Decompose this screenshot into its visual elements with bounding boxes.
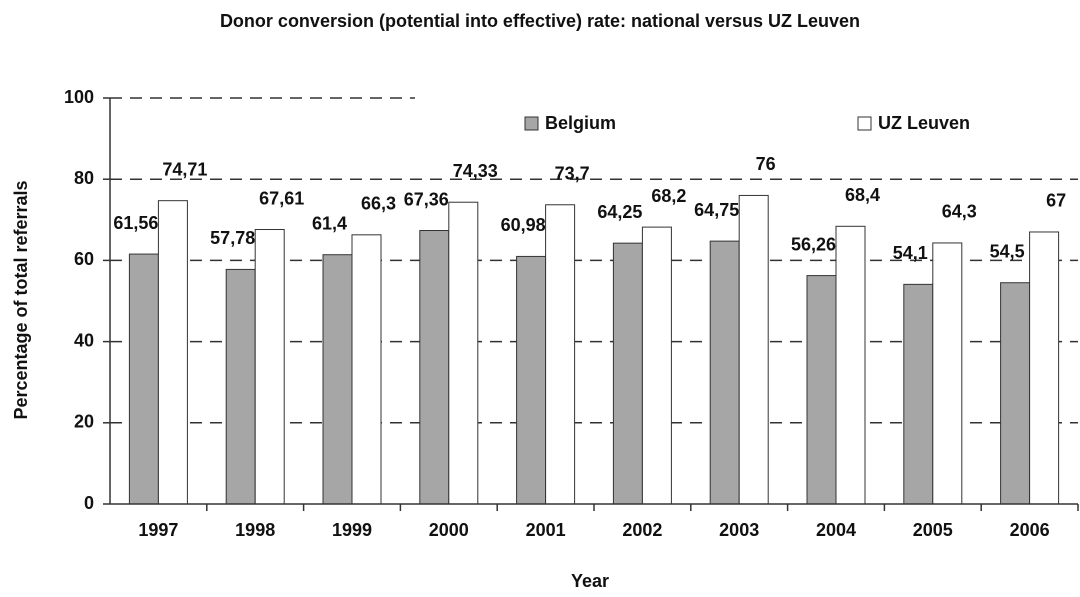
x-tick-label: 2003 [719,520,759,540]
bar [322,254,353,505]
data-label: 68,2 [651,186,686,206]
bar [225,268,256,505]
bar [932,242,963,505]
y-tick-label: 40 [74,330,94,350]
legend-label: UZ Leuven [878,113,970,133]
x-axis-label: Year [571,571,609,591]
bar [254,229,285,505]
data-label: 66,3 [361,194,396,214]
chart-title: Donor conversion (potential into effecti… [220,11,860,31]
x-tick-label: 1998 [235,520,275,540]
bar [709,240,740,505]
legend-swatch [857,116,872,131]
data-label: 64,3 [942,202,977,222]
data-label: 67 [1046,191,1066,211]
bar [419,230,450,505]
bar [448,201,479,505]
data-label: 56,26 [791,234,836,254]
x-tick-label: 2001 [526,520,566,540]
bar [545,204,576,505]
data-label: 60,98 [501,215,546,235]
x-tick-label: 2000 [429,520,469,540]
bar [128,253,159,505]
data-label: 64,75 [694,200,739,220]
bar [806,275,837,505]
data-label: 68,4 [845,185,880,205]
x-tick-label: 1997 [138,520,178,540]
data-label: 57,78 [210,228,255,248]
x-tick-label: 2004 [816,520,856,540]
data-label: 67,61 [259,188,304,208]
data-label: 61,56 [113,213,158,233]
data-label: 61,4 [312,213,347,233]
bar [516,255,547,505]
legend-swatch [524,116,539,131]
bar [835,225,866,505]
bar [641,226,672,505]
y-tick-label: 100 [64,87,94,107]
legend-label: Belgium [545,113,616,133]
x-tick-label: 2006 [1010,520,1050,540]
legend-background [415,88,1078,136]
data-label: 54,1 [893,243,928,263]
data-label: 73,7 [555,164,590,184]
y-tick-label: 60 [74,249,94,269]
bar [1000,282,1031,505]
data-label: 76 [756,154,776,174]
y-tick-label: 20 [74,412,94,432]
x-tick-label: 1999 [332,520,372,540]
data-label: 74,33 [453,161,498,181]
bar [351,234,382,505]
data-label: 67,36 [404,189,449,209]
bar [157,200,188,505]
bar [738,194,769,505]
data-label: 54,5 [990,241,1025,261]
data-label: 64,25 [597,202,642,222]
bar [1029,231,1060,505]
y-tick-label: 80 [74,168,94,188]
bar [903,283,934,505]
y-tick-label: 0 [84,493,94,513]
y-axis-label: Percentage of total referrals [11,180,31,419]
bar [612,242,643,505]
x-tick-label: 2005 [913,520,953,540]
x-tick-label: 2002 [622,520,662,540]
data-label: 74,71 [162,159,207,179]
